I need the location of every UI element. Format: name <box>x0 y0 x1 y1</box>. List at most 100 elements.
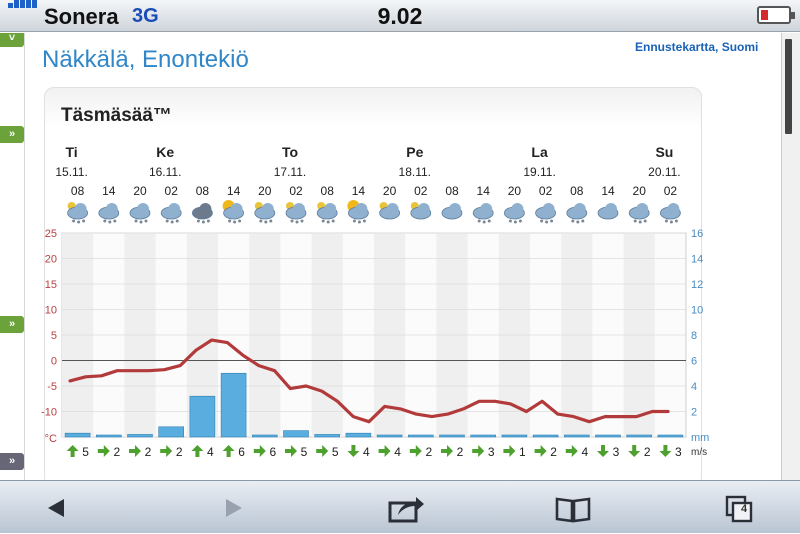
precipitation-bar <box>220 372 247 438</box>
wind-speed: 2 <box>550 445 557 459</box>
wind-arrow-right-icon <box>534 445 547 457</box>
wind-arrow-right-icon <box>316 445 329 457</box>
share-button[interactable] <box>366 481 446 534</box>
hour-label: 20 <box>633 184 647 198</box>
precipitation-bar <box>189 395 216 438</box>
sun-cloud-snow-icon <box>347 200 369 224</box>
wind-speed: 4 <box>207 445 214 459</box>
wind-arrow-right-icon <box>409 445 422 457</box>
cloud-snow-icon <box>628 203 650 224</box>
wind-speed: 5 <box>301 445 308 459</box>
cloud-snow-icon <box>566 203 588 224</box>
network-type: 3G <box>132 5 159 27</box>
precipitation-bar <box>532 434 559 438</box>
wind-arrow-right-icon <box>97 445 110 457</box>
hour-label: 02 <box>165 184 179 198</box>
y-right-tick: 2 <box>691 407 697 419</box>
cloud-snow-moon-icon <box>316 202 338 224</box>
precipitation-bar <box>345 432 372 438</box>
cloud-icon <box>441 203 463 220</box>
precipitation-bar <box>376 434 403 438</box>
wind-arrow-right-icon <box>285 445 297 457</box>
hour-label: 08 <box>196 184 210 198</box>
scroll-thumb[interactable] <box>785 39 792 134</box>
web-page[interactable]: ˅ » » » Näkkälä, Enontekiö Ennustekartta… <box>0 33 800 480</box>
y-right-tick: 8 <box>691 330 697 342</box>
expand-icon[interactable]: » <box>0 126 24 143</box>
wind-speed: 4 <box>394 445 401 459</box>
wind-arrow-right-icon <box>253 445 266 457</box>
forward-button[interactable] <box>194 481 274 534</box>
wind-speed: 5 <box>82 445 89 459</box>
precipitation-bar <box>564 434 590 438</box>
hour-label: 08 <box>321 184 335 198</box>
day-name: Ke <box>156 144 174 160</box>
expand-icon[interactable]: ˅ <box>0 33 24 47</box>
y-left-tick: 15 <box>45 279 57 291</box>
wind-speed: 3 <box>613 445 620 459</box>
hour-label: 20 <box>133 184 147 198</box>
wind-speed: 4 <box>363 445 370 459</box>
hour-label: 20 <box>508 184 522 198</box>
wind-speed: 2 <box>644 445 651 459</box>
hour-label: 14 <box>601 184 615 198</box>
expand-icon[interactable]: » <box>0 453 24 470</box>
wind-speed: 2 <box>457 445 464 459</box>
tabs-button[interactable]: 4 <box>700 481 780 534</box>
hour-label: 08 <box>570 184 584 198</box>
forecast-chart: Ti 15.11. Ke 16.11. To 17.11. Pe 18.11. La 19.11.… <box>41 144 709 459</box>
page-border <box>24 33 25 480</box>
browser-toolbar: 4 <box>0 480 800 533</box>
y-left-tick: 20 <box>45 254 57 266</box>
hour-label: 08 <box>445 184 459 198</box>
status-bar: Sonera 3G 9.02 <box>0 0 800 32</box>
forecast-map-link[interactable]: Ennustekartta, Suomi <box>635 40 759 54</box>
wind-speed: 2 <box>145 445 152 459</box>
hour-label: 08 <box>71 184 85 198</box>
cloud-snow-moon-icon <box>67 202 88 224</box>
forward-arrow-icon <box>226 498 242 517</box>
back-button[interactable] <box>16 481 96 534</box>
cloud-snow-icon <box>472 203 494 224</box>
clock: 9.02 <box>377 3 423 29</box>
wind-arrow-down-icon <box>347 445 360 457</box>
expand-icon[interactable]: » <box>0 316 24 333</box>
hour-label: 20 <box>383 184 397 198</box>
back-arrow-icon <box>48 498 64 517</box>
day-name: Su <box>655 144 673 160</box>
wind-arrow-up-icon <box>66 445 79 457</box>
battery-icon <box>757 6 795 24</box>
scrollbar[interactable] <box>781 33 800 480</box>
day-date: 16.11. <box>149 165 181 179</box>
day-name: Ti <box>65 144 77 160</box>
panel-title: Täsmäsää™ <box>61 105 172 126</box>
day-date: 18.11. <box>399 165 431 179</box>
carrier-name: Sonera <box>44 4 119 29</box>
location-title: Näkkälä, Enontekiö <box>42 46 249 73</box>
wind-arrow-right-icon <box>160 445 173 457</box>
precipitation-bar <box>470 434 496 438</box>
precipitation-bar <box>252 434 278 438</box>
precipitation-bar <box>64 432 91 438</box>
share-icon <box>388 496 424 522</box>
hour-label: 14 <box>102 184 116 198</box>
wind-speed: 4 <box>581 445 588 459</box>
cloud-snow-moon-icon <box>285 202 307 224</box>
y-right-tick: 12 <box>691 279 703 291</box>
y-left-tick: 10 <box>45 305 57 317</box>
wind-arrow-down-icon <box>628 445 641 457</box>
precipitation-bar <box>127 434 153 438</box>
moon-cloud-snow-icon <box>254 202 276 224</box>
tabs-count: 4 <box>741 503 748 515</box>
day-name: To <box>282 144 298 160</box>
day-date: 20.11. <box>648 165 680 179</box>
y-right-tick: 14 <box>691 254 703 266</box>
precipitation-bar <box>96 434 122 438</box>
bookmarks-button[interactable] <box>533 481 613 534</box>
cloud-snow-icon <box>535 203 556 224</box>
wind-speed: 2 <box>113 445 120 459</box>
y-left-tick: 0 <box>51 356 57 368</box>
day-date: 15.11. <box>55 165 87 179</box>
wind-arrow-up-icon <box>191 445 204 457</box>
wind-speed: 2 <box>425 445 432 459</box>
